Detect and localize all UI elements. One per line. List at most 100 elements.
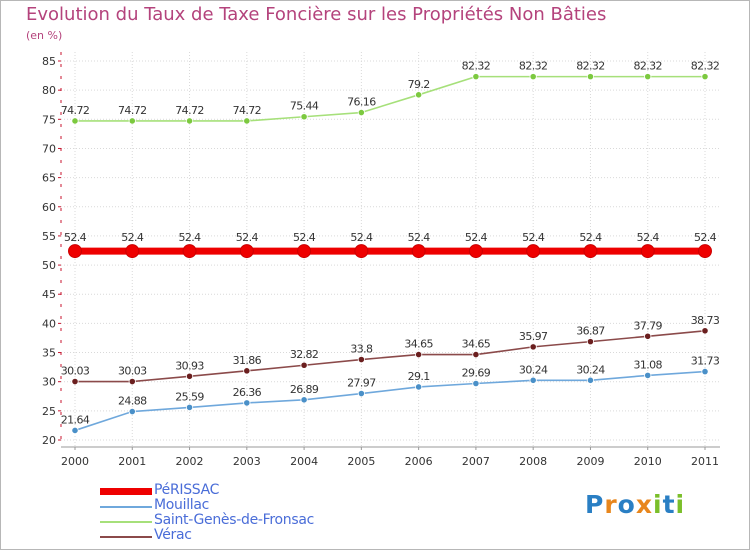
data-label: 26.89	[290, 383, 319, 396]
data-point	[529, 376, 537, 384]
data-point	[182, 244, 197, 259]
data-point	[354, 244, 369, 259]
data-point	[357, 355, 365, 364]
data-point	[125, 244, 140, 259]
series-line	[75, 329, 706, 383]
data-point	[411, 244, 426, 259]
series-line	[74, 370, 706, 432]
data-point	[297, 244, 312, 259]
data-point	[71, 377, 79, 386]
data-label: 34.65	[404, 338, 433, 351]
series-line	[75, 75, 705, 122]
data-label: 52.4	[293, 231, 316, 244]
data-point	[586, 376, 595, 384]
data-label: 79.2	[408, 78, 430, 91]
data-point	[701, 327, 709, 335]
logo-letter: r	[604, 490, 618, 519]
data-label: 34.65	[462, 338, 491, 351]
legend-label-saint-genes: Saint-Genès-de-Fronsac	[154, 512, 315, 528]
data-label: 82.32	[691, 60, 720, 73]
data-point	[698, 244, 712, 259]
data-label: 33.8	[350, 343, 373, 356]
data-point	[300, 113, 308, 121]
data-point	[243, 367, 251, 375]
x-tick-label: 2010	[634, 455, 662, 468]
data-label: 52.4	[694, 231, 717, 244]
data-point	[71, 117, 79, 125]
logo-letter: o	[617, 490, 636, 519]
y-tick-label: 80	[42, 84, 56, 97]
data-point	[239, 244, 254, 259]
data-point	[529, 343, 537, 351]
data-label: 31.08	[633, 358, 662, 371]
data-label: 52.4	[178, 231, 201, 244]
data-label: 30.24	[519, 363, 548, 376]
data-point	[583, 244, 598, 259]
data-label: 74.72	[175, 104, 204, 117]
logo-letter: i	[653, 490, 663, 519]
data-point	[701, 368, 709, 376]
data-point	[300, 396, 308, 404]
legend-label-perissac: PéRISSAC	[154, 482, 220, 498]
data-point	[68, 244, 82, 259]
x-tick-label: 2006	[405, 455, 433, 468]
legend-swatch-mouillac	[100, 506, 152, 508]
data-label: 52.4	[408, 231, 431, 244]
x-tick-label: 2002	[176, 455, 204, 468]
y-tick-label: 60	[42, 201, 56, 214]
legend-swatch-perissac	[100, 488, 152, 495]
data-label: 24.88	[118, 395, 147, 408]
y-tick-label: 75	[42, 113, 56, 126]
data-label: 30.24	[576, 363, 605, 376]
y-tick-label: 70	[42, 142, 56, 155]
data-label: 82.32	[576, 60, 605, 73]
data-label: 31.86	[233, 354, 262, 367]
logo-letter: i	[675, 490, 686, 519]
data-label: 52.4	[522, 231, 545, 244]
data-label: 52.4	[637, 231, 660, 244]
y-tick-label: 55	[42, 230, 56, 243]
data-point	[415, 383, 423, 391]
data-point	[185, 372, 194, 380]
data-point	[644, 73, 652, 81]
y-tick-label: 85	[42, 55, 56, 68]
data-label: 76.16	[347, 96, 376, 109]
x-tick-label: 2008	[519, 455, 547, 468]
proxiti-logo: Proxiti	[585, 490, 685, 519]
data-label: 75.44	[290, 100, 319, 113]
data-point	[701, 73, 709, 81]
data-point	[357, 389, 365, 398]
data-point	[644, 371, 652, 379]
legend-swatch-verac	[100, 536, 152, 538]
y-tick-label: 40	[42, 317, 56, 330]
legend-label-verac: Vérac	[154, 527, 192, 543]
data-point	[128, 377, 136, 386]
data-label: 74.72	[118, 104, 147, 117]
data-label: 82.32	[633, 60, 662, 73]
data-label: 52.4	[236, 231, 259, 244]
x-tick-label: 2007	[462, 455, 490, 468]
logo-letter: t	[662, 490, 676, 519]
data-point	[526, 244, 541, 259]
data-label: 30.93	[175, 359, 204, 372]
y-tick-label: 35	[42, 347, 56, 360]
data-point	[128, 117, 136, 125]
x-tick-label: 2009	[576, 455, 604, 468]
y-tick-label: 20	[42, 434, 56, 447]
y-tick-label: 50	[42, 259, 56, 272]
data-label: 30.03	[61, 365, 90, 378]
data-point	[586, 338, 595, 346]
data-point	[300, 361, 308, 369]
x-tick-label: 2003	[233, 455, 261, 468]
data-label: 37.79	[633, 319, 662, 332]
y-tick-label: 25	[42, 405, 56, 418]
x-tick-label: 2004	[290, 455, 318, 468]
data-point	[415, 91, 423, 99]
x-tick-label: 2001	[118, 455, 146, 468]
data-point	[472, 350, 480, 359]
data-label: 26.36	[233, 386, 262, 399]
data-point	[185, 117, 194, 125]
data-point	[472, 73, 480, 81]
data-point	[586, 73, 595, 81]
